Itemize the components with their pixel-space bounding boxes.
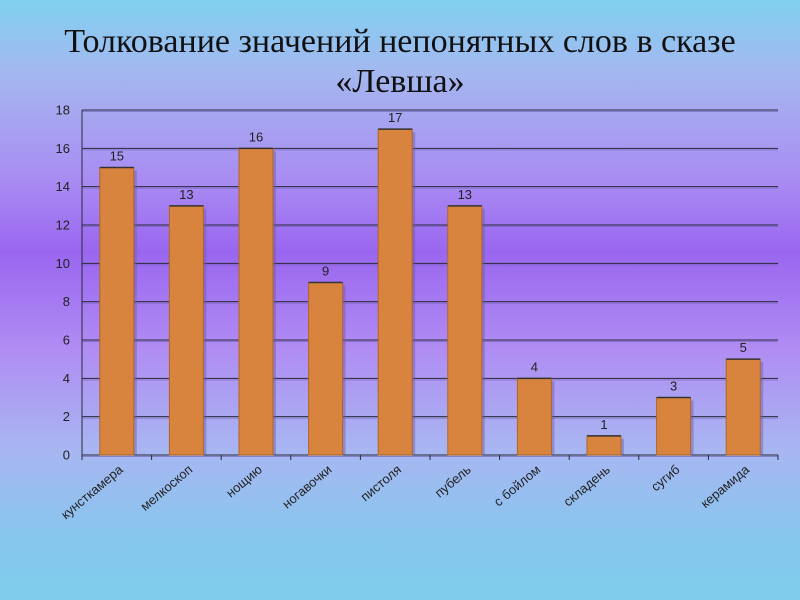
bar — [516, 377, 552, 456]
chart-title-line-2: «Левша» — [335, 63, 465, 100]
x-tick-label: нощию — [223, 462, 265, 501]
bar — [656, 397, 692, 456]
x-tick-label: пистоля — [358, 462, 405, 504]
data-label: 17 — [388, 110, 402, 125]
data-label: 15 — [110, 149, 124, 164]
bar — [238, 147, 274, 456]
y-tick-label: 10 — [56, 256, 70, 271]
x-tick-label: пубель — [432, 462, 474, 501]
x-tick-label: ногавочки — [279, 462, 334, 512]
y-tick-label: 4 — [63, 371, 70, 386]
data-label: 1 — [600, 417, 607, 432]
x-tick-label: с бойлом — [491, 462, 544, 509]
y-tick-label: 14 — [56, 179, 70, 194]
y-tick-label: 8 — [63, 294, 70, 309]
bar — [725, 358, 761, 456]
y-tick-label: 6 — [63, 333, 70, 348]
bar — [586, 435, 622, 456]
y-tick-label: 0 — [63, 448, 70, 463]
y-tick-label: 2 — [63, 409, 70, 424]
y-tick-label: 18 — [56, 103, 70, 118]
x-tick-label: кунсткамера — [58, 461, 126, 522]
x-tick-label: мелкоскоп — [137, 462, 195, 514]
bar — [99, 167, 135, 456]
chart-title: Толкование значений непонятных слов в ск… — [0, 22, 800, 102]
data-label: 3 — [670, 379, 677, 394]
chart-title-line-1: Толкование значений непонятных слов в ск… — [64, 23, 736, 60]
data-label: 16 — [249, 129, 263, 144]
x-tick-label: сугиб — [648, 462, 683, 494]
x-tick-label: складень — [560, 462, 613, 510]
data-label: 9 — [322, 264, 329, 279]
bar — [447, 205, 483, 456]
bar — [377, 128, 413, 456]
bar — [308, 282, 344, 456]
data-label: 13 — [179, 187, 193, 202]
data-label: 13 — [458, 187, 472, 202]
y-tick-label: 12 — [56, 218, 70, 233]
data-label: 4 — [531, 359, 538, 374]
x-tick-label: керамида — [698, 461, 753, 511]
data-label: 5 — [740, 340, 747, 355]
bar — [168, 205, 204, 456]
y-tick-label: 16 — [56, 141, 70, 156]
